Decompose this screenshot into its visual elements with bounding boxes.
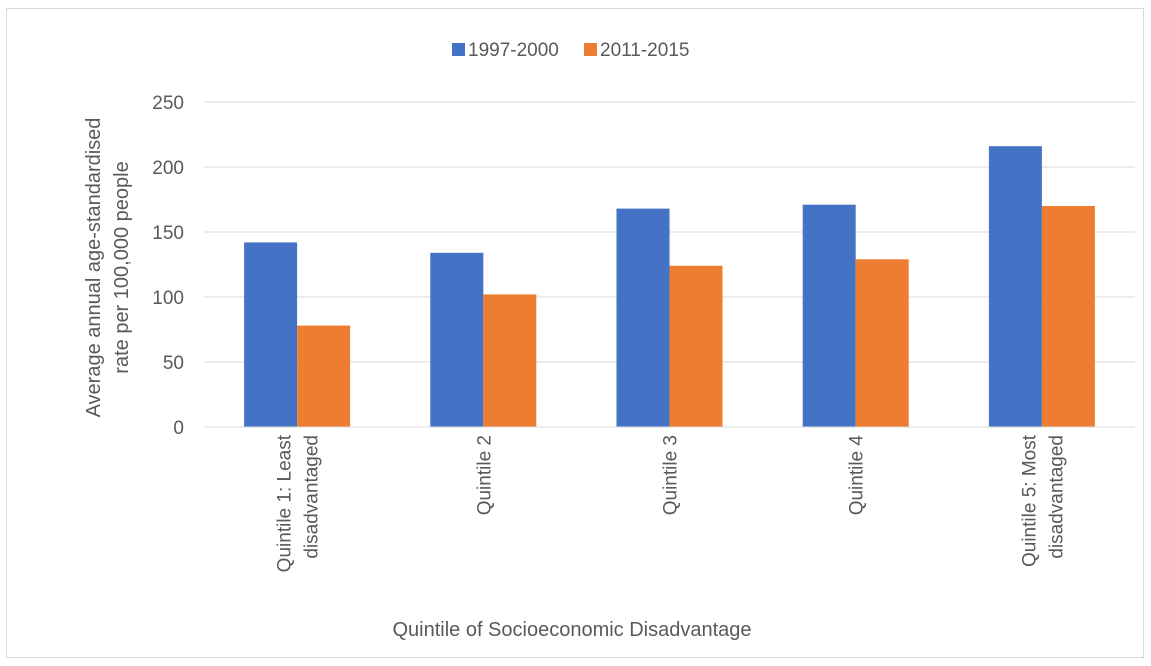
x-tick-label: disadvantaged (302, 435, 323, 559)
y-tick-label: 250 (152, 93, 184, 114)
bar-1997-2000-3 (616, 208, 670, 427)
legend-swatch (452, 43, 465, 56)
y-axis-label: Average annual age-standardised rate per … (83, 118, 133, 418)
x-tick-label: Quintile 3 (661, 435, 682, 515)
legend-swatch (584, 43, 597, 56)
y-tick-label: 100 (152, 288, 184, 309)
y-axis-label-line: Average annual age-standardised (83, 118, 105, 418)
bar-1997-2000-1 (244, 242, 298, 427)
y-tick-label: 0 (173, 418, 184, 439)
x-tick-label: disadvantaged (1046, 435, 1067, 559)
bar-1997-2000-2 (430, 252, 484, 427)
bar-2011-2015-2 (483, 294, 537, 427)
x-axis-tick-labels: Quintile 1: Least disadvantaged Quintile 2… (275, 434, 1068, 572)
chart-frame: 1997-2000 2011-2015 0 50 100 150 200 250 Quint… (6, 8, 1144, 658)
bar-chart: 1997-2000 2011-2015 0 50 100 150 200 250 Quint… (83, 40, 1135, 641)
bar-1997-2000-4 (802, 204, 856, 427)
x-tick-label: Quintile 1: Least (275, 434, 296, 572)
x-tick-label: Quintile 4 (847, 435, 868, 516)
x-tick-label: Quintile 2 (474, 435, 495, 515)
y-axis-label-line: rate per 100,000 people (111, 161, 133, 373)
legend-label: 1997-2000 (468, 40, 559, 61)
y-tick-label: 200 (152, 158, 184, 179)
legend-label: 2011-2015 (600, 40, 689, 61)
bar-2011-2015-1 (297, 325, 351, 427)
y-axis-tick-labels: 0 50 100 150 200 250 (152, 93, 184, 439)
bar-1997-2000-5 (988, 146, 1042, 427)
chart-legend: 1997-2000 2011-2015 (452, 40, 689, 61)
x-axis-label: Quintile of Socioeconomic Disadvantage (392, 619, 751, 641)
bars (244, 146, 1095, 427)
bar-2011-2015-4 (855, 259, 909, 427)
y-tick-label: 150 (152, 223, 184, 244)
x-tick-label: Quintile 5: Most (1019, 434, 1040, 567)
bar-2011-2015-3 (669, 265, 723, 427)
y-tick-label: 50 (163, 353, 184, 374)
bar-2011-2015-5 (1041, 206, 1095, 427)
